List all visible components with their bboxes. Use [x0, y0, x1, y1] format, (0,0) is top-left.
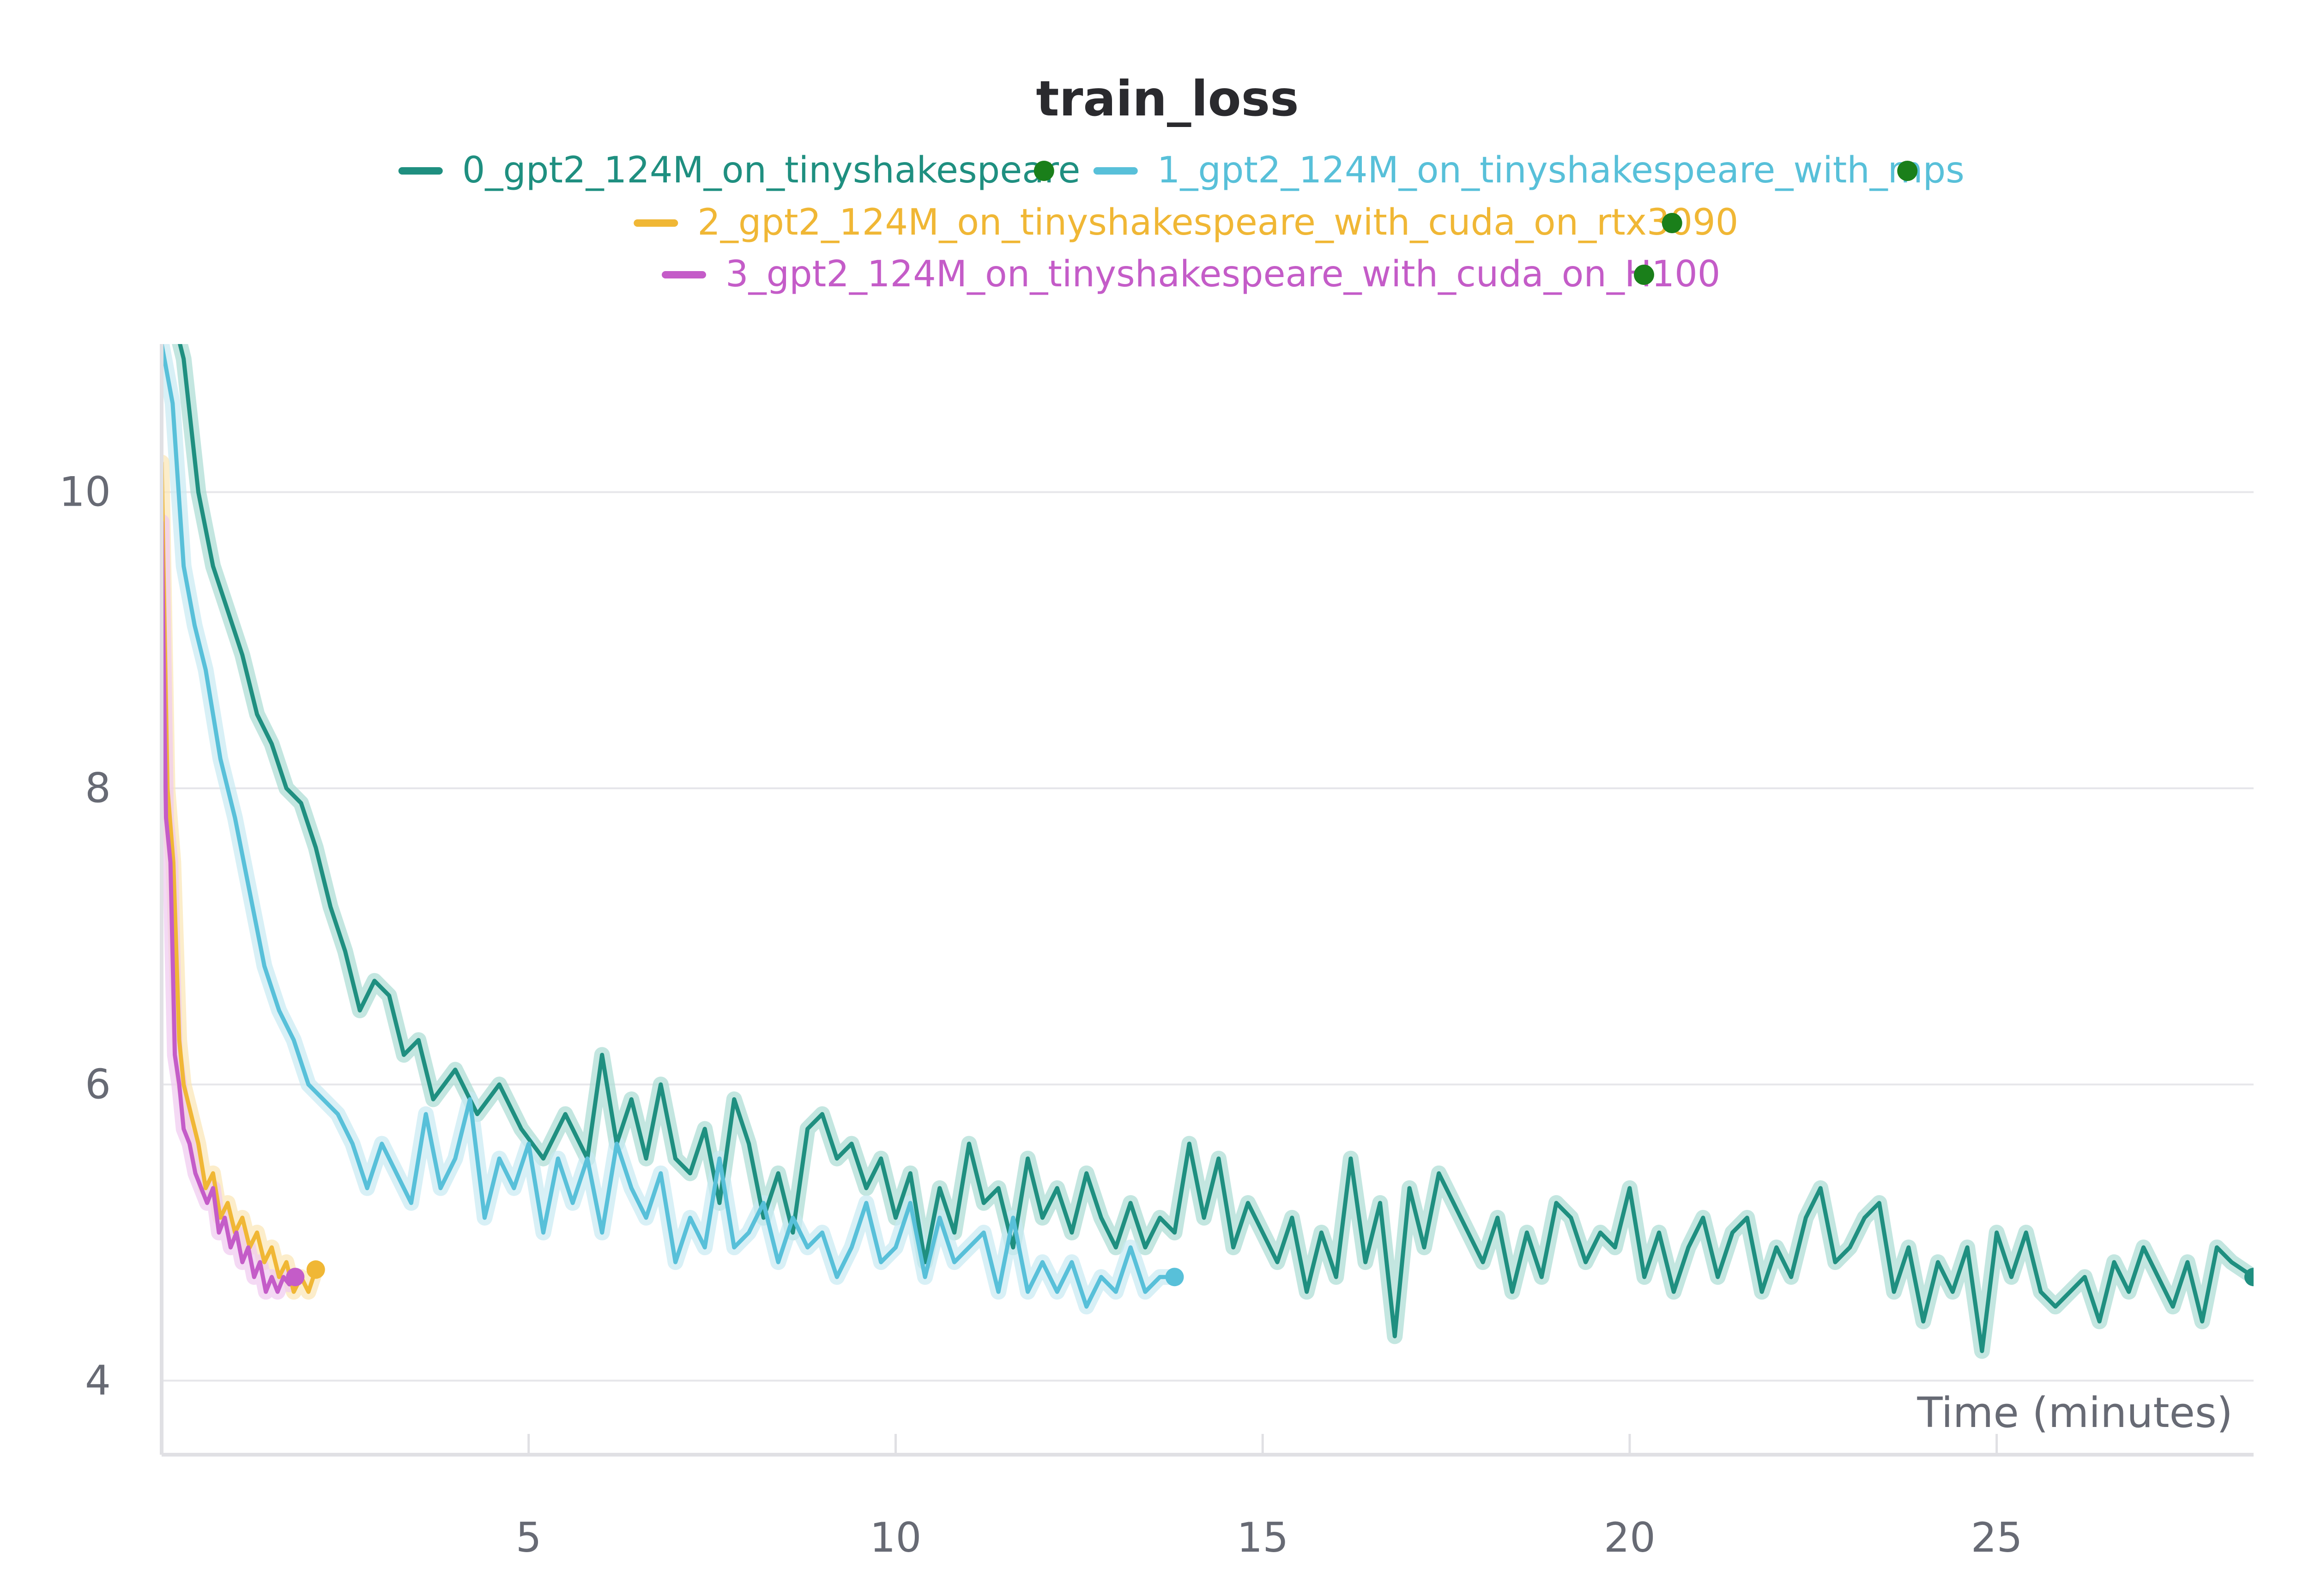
series-end-point-2 — [306, 1260, 325, 1279]
legend-label-1: 1_gpt2_124M_on_tinyshakespeare_with_mps — [1157, 150, 1964, 191]
x-tick-label-20: 20 — [1604, 1514, 1656, 1561]
x-tick-label-10: 10 — [870, 1514, 921, 1561]
x-tick-label-5: 5 — [516, 1514, 542, 1561]
y-tick-label-4: 4 — [85, 1357, 111, 1404]
legend-status-dot-2 — [1662, 213, 1682, 233]
x-axis-title: Time (minutes) — [1917, 1389, 2233, 1437]
y-tick-label-10: 10 — [59, 468, 111, 516]
series-lines — [162, 344, 2254, 1353]
legend-label-3: 3_gpt2_124M_on_tinyshakespeare_with_cuda… — [725, 254, 1720, 295]
x-tick-label-25: 25 — [1971, 1514, 2023, 1561]
legend-status-dot-0 — [1034, 161, 1054, 181]
series-end-point-0 — [2244, 1268, 2254, 1287]
legend-label-2: 2_gpt2_124M_on_tinyshakespeare_with_cuda… — [697, 202, 1738, 243]
y-tick-label-6: 6 — [85, 1060, 111, 1108]
chart-title: train_loss — [1036, 71, 1299, 127]
series-end-point-3 — [286, 1268, 305, 1287]
series-end-point-1 — [1165, 1268, 1184, 1287]
series-line-1 — [162, 344, 1177, 1309]
series-line-3 — [162, 520, 297, 1294]
grid-lines — [162, 491, 2254, 1382]
legend-item-1: 1_gpt2_124M_on_tinyshakespeare_with_mps — [1093, 150, 1964, 191]
legend: 0_gpt2_124M_on_tinyshakespeare 1_gpt2_124… — [398, 150, 1964, 295]
x-tick-label-15: 15 — [1237, 1514, 1288, 1561]
legend-item-3: 3_gpt2_124M_on_tinyshakespeare_with_cuda… — [662, 254, 1720, 295]
legend-status-dot-3 — [1634, 265, 1654, 285]
tick-labels: 5 10 15 20 25 4 6 8 10 — [59, 468, 2023, 1561]
legend-status-dot-1 — [1897, 161, 1918, 181]
series-line-0 — [178, 344, 2254, 1353]
legend-item-0: 0_gpt2_124M_on_tinyshakespeare — [398, 150, 1081, 191]
legend-item-2: 2_gpt2_124M_on_tinyshakespeare_with_cuda… — [634, 202, 1738, 243]
y-tick-label-8: 8 — [85, 764, 111, 812]
legend-label-0: 0_gpt2_124M_on_tinyshakespeare — [462, 150, 1081, 191]
axes — [160, 344, 2254, 1457]
